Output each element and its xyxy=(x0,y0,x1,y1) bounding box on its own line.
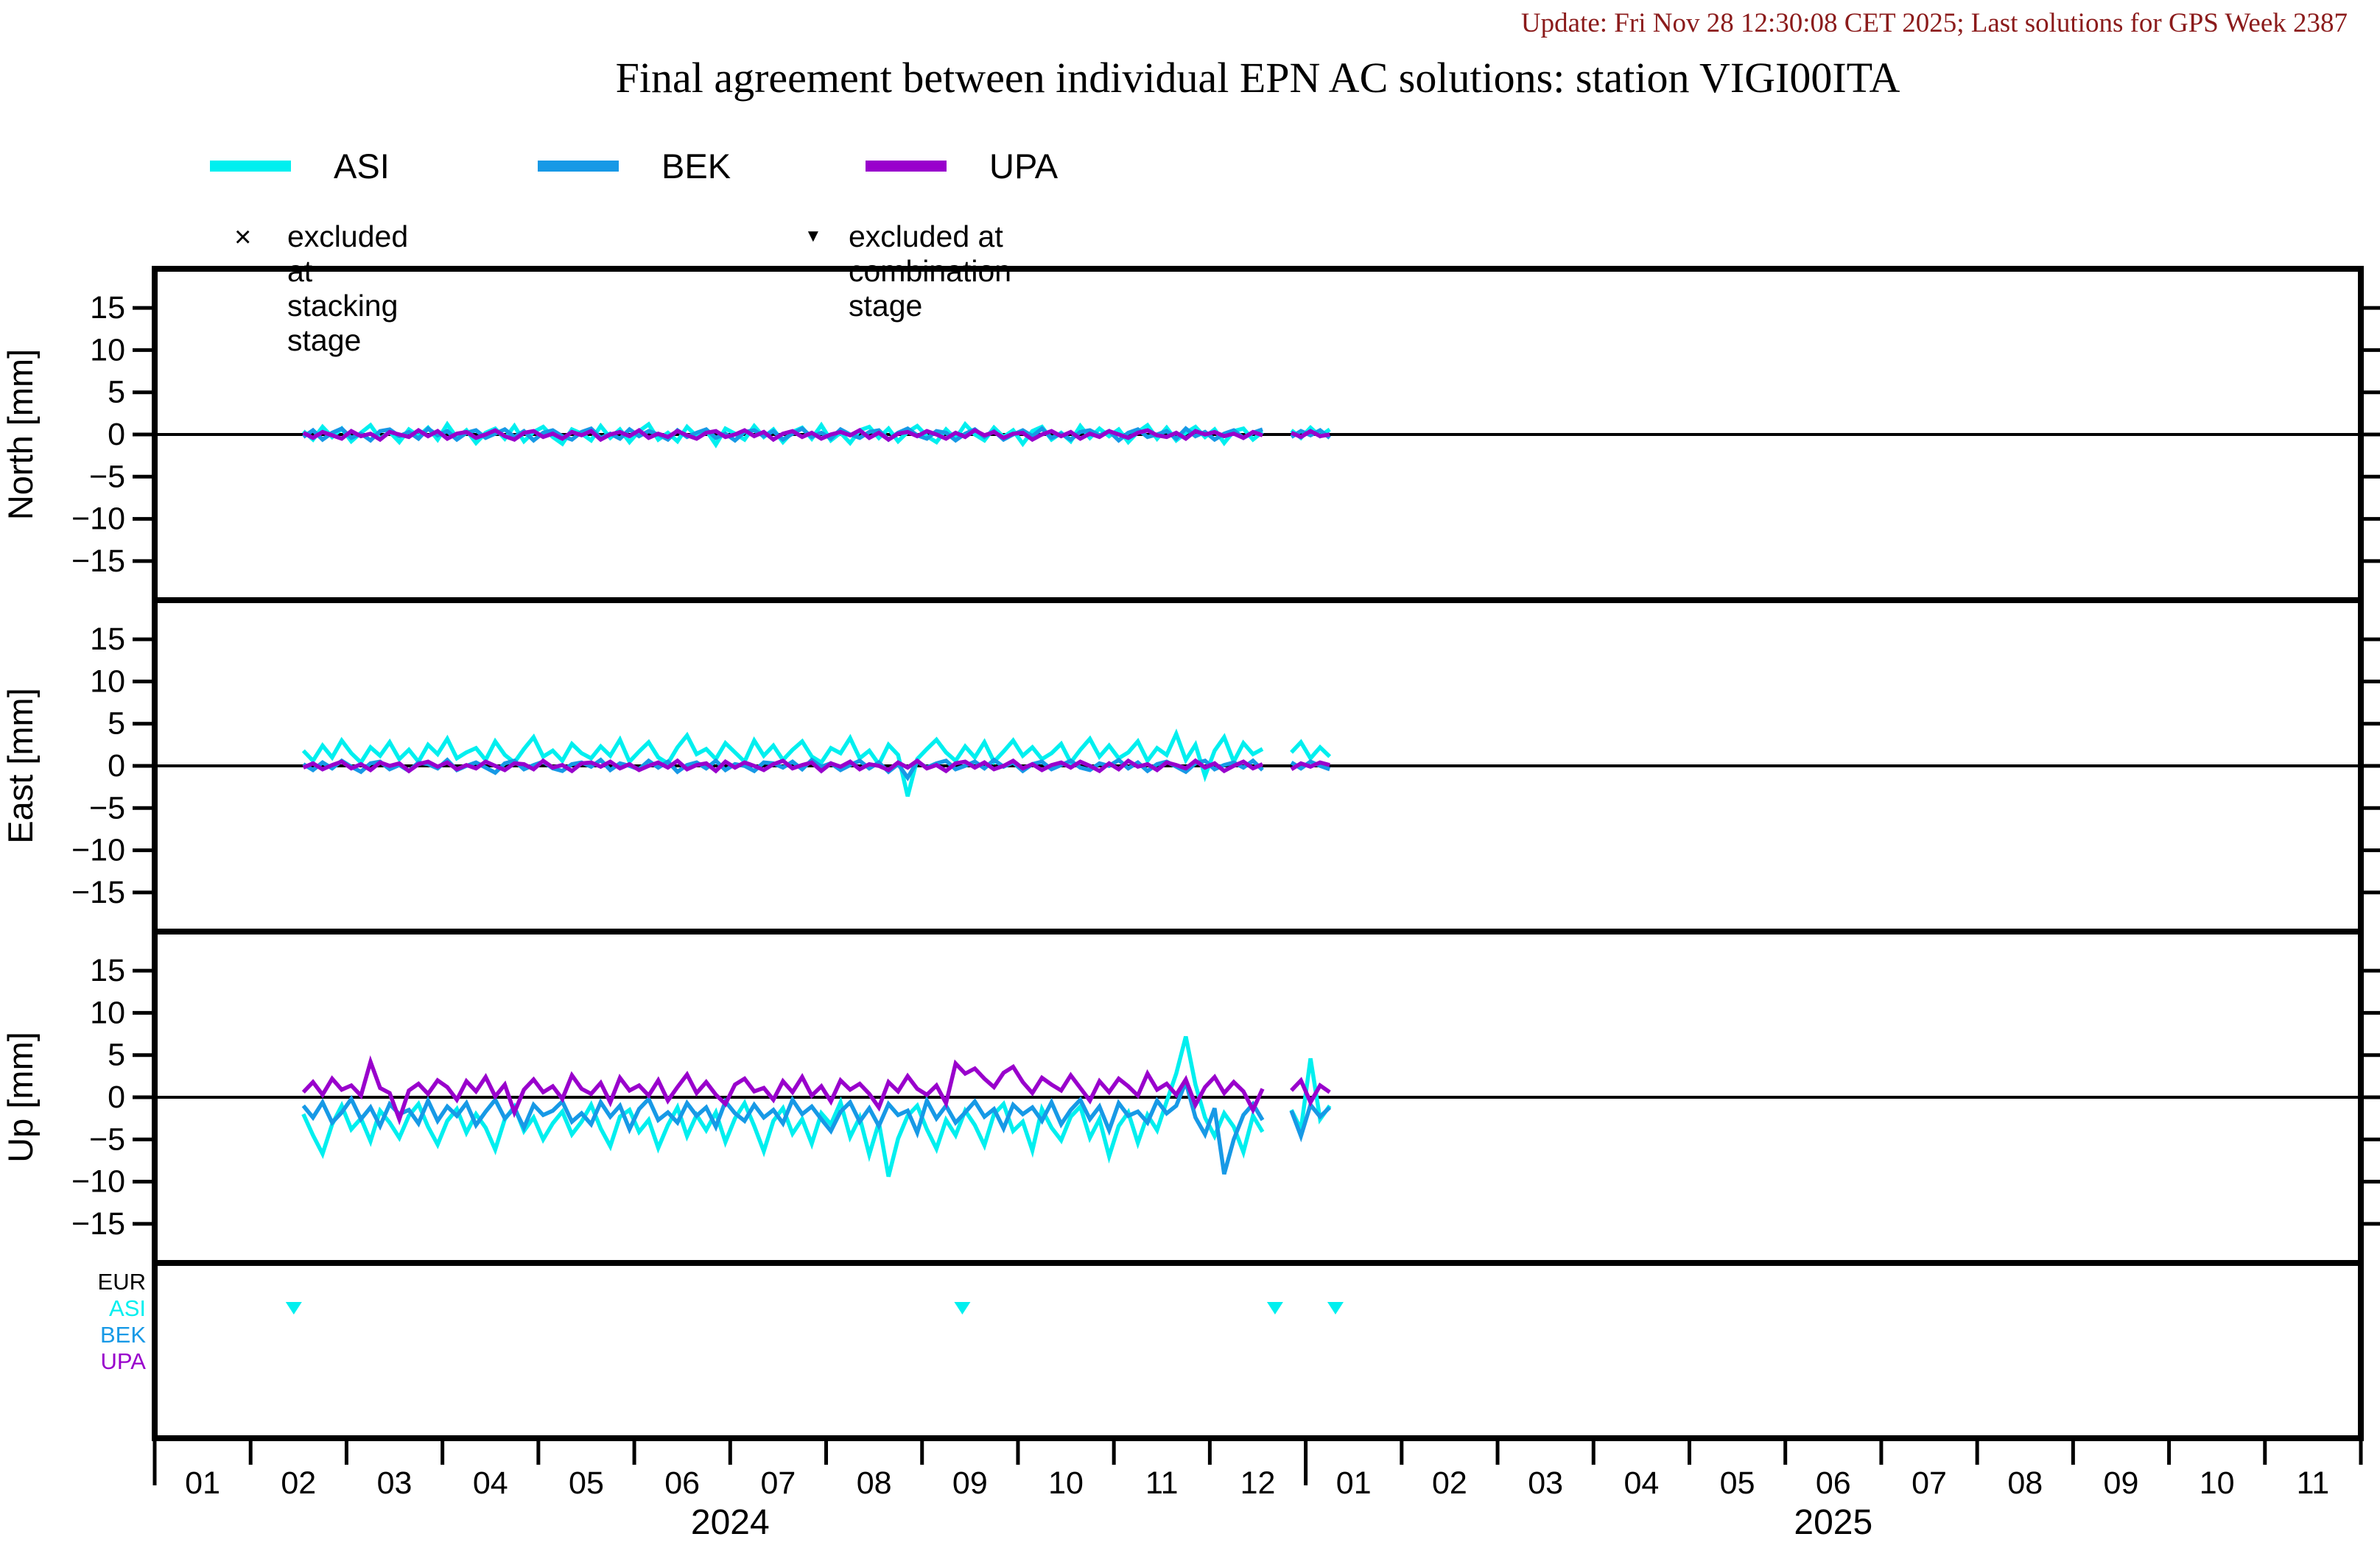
month-tick-label: 03 xyxy=(1528,1465,1563,1501)
exclusion-row-label-eur: EUR xyxy=(98,1269,146,1295)
y-tick-label: −5 xyxy=(89,459,125,494)
legend-item-bek: BEK xyxy=(538,146,731,186)
month-tick-label: 12 xyxy=(1240,1465,1276,1501)
excluded-solution-marker xyxy=(954,1302,971,1315)
month-tick-label: 07 xyxy=(1912,1465,1947,1501)
y-tick-label: 0 xyxy=(108,1080,125,1115)
month-tick-label: 08 xyxy=(2007,1465,2043,1501)
y-tick-label: 15 xyxy=(90,953,125,988)
month-tick-label: 08 xyxy=(857,1465,892,1501)
combination-triangle-icon: ▼ xyxy=(804,226,822,246)
y-tick-label: 5 xyxy=(108,706,125,742)
upa-label: UPA xyxy=(989,146,1059,186)
y-tick-label: −15 xyxy=(71,1206,125,1242)
axis-title-up: Up [mm] xyxy=(1,1032,40,1163)
month-tick-label: 10 xyxy=(2200,1465,2235,1501)
month-tick-label: 07 xyxy=(760,1465,796,1501)
stacking-cross-icon: × xyxy=(234,221,252,253)
month-tick-label: 11 xyxy=(2297,1465,2330,1501)
axis-title-east: East [mm] xyxy=(1,688,40,844)
y-axis: 15 10 5 0 −5 −10 −15 North [mm] 15 10 5 0 −5 −10 −15 Ea… xyxy=(1,290,2380,1242)
y-tick-label: 5 xyxy=(108,375,125,410)
series-north-upa xyxy=(302,427,1330,443)
month-tick-label: 09 xyxy=(952,1465,988,1501)
month-tick-label: 01 xyxy=(185,1465,220,1501)
y-tick-label: −10 xyxy=(71,1164,125,1200)
month-tick-label: 01 xyxy=(1336,1465,1372,1501)
y-tick-label: −5 xyxy=(89,1122,125,1157)
panel-frame xyxy=(152,266,2364,1441)
excluded-solution-marker xyxy=(285,1302,302,1315)
y-tick-label: 15 xyxy=(90,290,125,325)
asi-line-swatch xyxy=(210,160,291,172)
month-tick-label: 06 xyxy=(1816,1465,1851,1501)
series-up-upa xyxy=(301,1055,1331,1126)
asi-label: ASI xyxy=(334,146,390,186)
page-title: Final agreement between individual EPN A… xyxy=(615,54,1900,102)
y-tick-label: −10 xyxy=(71,501,125,537)
month-tick-label: 09 xyxy=(2104,1465,2139,1501)
y-tick-label: 5 xyxy=(108,1038,125,1073)
x-axis: 01 02 03 04 05 06 07 08 09 10 11 12 01 02 03 04 05 06 07 08… xyxy=(152,1441,2363,1542)
month-tick-label: 04 xyxy=(473,1465,508,1501)
series-east-upa xyxy=(302,758,1330,774)
stacking-excluded-label: excluded at stacking stage xyxy=(287,219,409,357)
legend-item-upa: UPA xyxy=(866,146,1059,186)
exclusion-row-label-upa: UPA xyxy=(101,1348,147,1374)
month-tick-label: 02 xyxy=(281,1465,316,1501)
month-tick-label: 06 xyxy=(664,1465,700,1501)
month-tick-label: 04 xyxy=(1623,1465,1659,1501)
exclusion-row-label-bek: BEK xyxy=(100,1322,146,1348)
data-series xyxy=(301,420,1332,1178)
bek-label: BEK xyxy=(661,146,731,186)
y-tick-label: −10 xyxy=(71,833,125,868)
y-tick-label: −5 xyxy=(89,790,125,826)
month-tick-label: 03 xyxy=(377,1465,413,1501)
y-tick-label: 15 xyxy=(90,622,125,657)
excluded-solution-marker xyxy=(1266,1302,1283,1315)
month-tick-label: 05 xyxy=(569,1465,604,1501)
y-tick-label: 10 xyxy=(90,995,125,1030)
legend-item-asi: ASI xyxy=(210,146,390,186)
year-label: 2024 xyxy=(691,1503,770,1542)
exclusion-row-label-asi: ASI xyxy=(109,1295,146,1321)
y-tick-label: 10 xyxy=(90,332,125,367)
year-label: 2025 xyxy=(1794,1503,1872,1542)
month-tick-label: 02 xyxy=(1432,1465,1467,1501)
month-tick-label: 10 xyxy=(1048,1465,1084,1501)
y-tick-label: −15 xyxy=(71,875,125,910)
month-tick-label: 11 xyxy=(1145,1465,1179,1501)
update-timestamp: Update: Fri Nov 28 12:30:08 CET 2025; La… xyxy=(1520,8,2348,38)
y-tick-label: 10 xyxy=(90,664,125,699)
excluded-solution-marker xyxy=(1327,1302,1344,1315)
bek-line-swatch xyxy=(538,160,619,172)
y-tick-label: 0 xyxy=(108,417,125,452)
axis-title-north: North [mm] xyxy=(1,349,40,520)
y-tick-label: −15 xyxy=(71,543,125,579)
y-tick-label: 0 xyxy=(108,748,125,784)
month-tick-label: 05 xyxy=(1720,1465,1755,1501)
upa-line-swatch xyxy=(866,160,947,172)
